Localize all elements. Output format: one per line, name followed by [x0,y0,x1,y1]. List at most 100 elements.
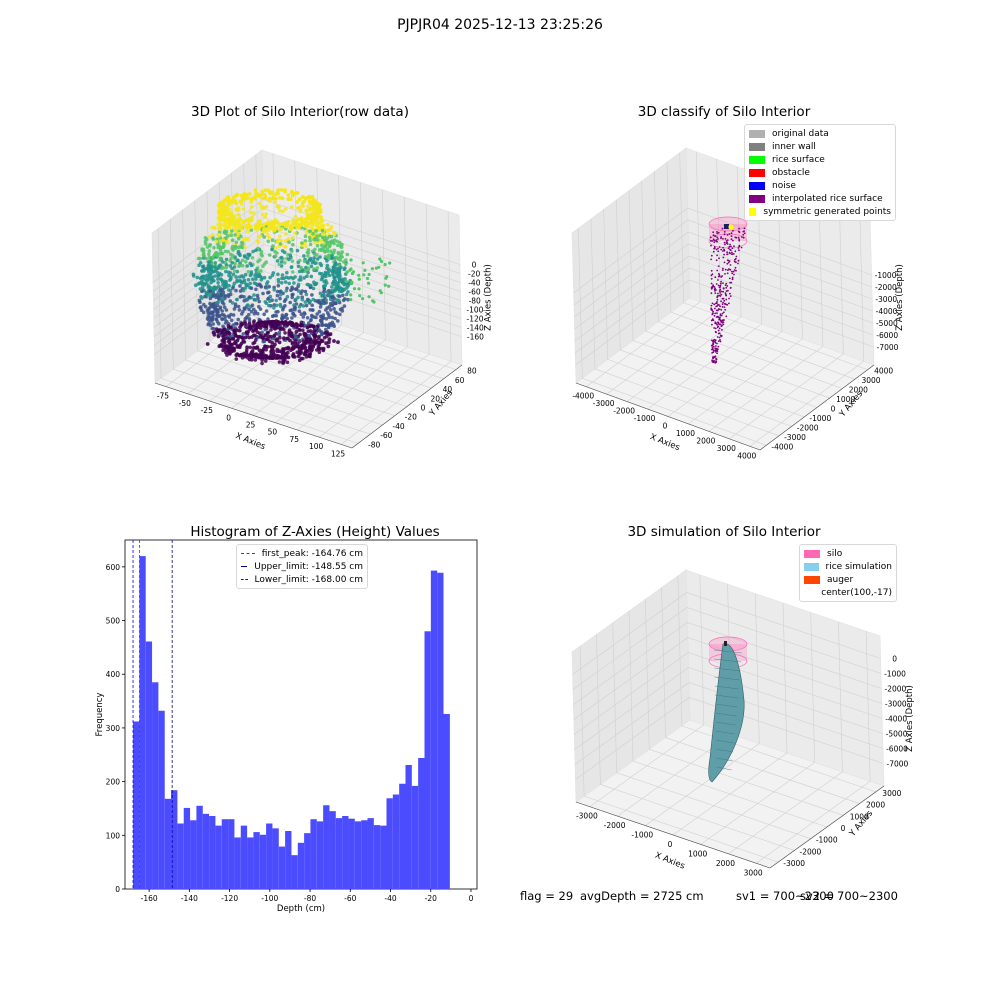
scatter-point [208,289,213,294]
y-tick-label: 300 [106,724,121,733]
interp-point [733,245,735,248]
scatter-point [284,312,289,317]
x-tick-label: 50 [268,428,278,437]
interp-point [715,248,718,251]
scatter-point [224,308,229,312]
scatter-point [267,253,272,257]
scatter-point [224,269,228,274]
y-gridline-wall [590,218,596,369]
interp-point [720,236,722,238]
scatter-point [332,276,337,280]
histogram-bar [411,785,419,889]
scatter-point [200,296,204,300]
outlier-point [358,294,362,298]
scatter-point [276,272,280,277]
scatter-point [324,279,328,283]
scatter-point [308,238,312,243]
scatter-point [239,294,244,299]
z-gridline [573,622,882,705]
scatter-point [215,310,220,314]
bottom-point [291,345,296,349]
bottom-point [251,329,255,333]
interp-point [711,346,714,349]
scatter-point [342,260,346,264]
bottom-point [235,338,240,343]
z-tick-label: -80 [469,297,481,306]
interp-point [713,239,715,242]
bottom-point [245,331,250,336]
bottom-point [228,345,232,350]
legend-line-swatch [241,553,255,554]
interp-point [717,273,720,275]
interp-point [716,301,718,303]
interp-point [731,247,734,250]
ring-point [218,206,222,210]
scatter-point [201,265,206,270]
interp-point [717,265,720,267]
scatter-point [233,233,237,237]
auger-marker [724,224,729,229]
scatter-point [227,288,231,292]
bottom-point [293,341,298,346]
interp-point [724,273,726,275]
outlier-point [371,299,375,303]
bottom-point [234,328,239,333]
legend-item: Lower_limit: -168.00 cm [241,573,363,586]
y-gridline-wall [666,162,672,313]
interp-point [712,319,715,322]
legend-label: Upper_limit: -148.55 cm [254,561,363,572]
y-tick-label: -1000 [809,414,831,423]
bottom-point [294,322,299,326]
scatter-point [241,224,246,229]
scatter-point [234,208,239,212]
y-axis-line [769,785,885,869]
interp-point [723,299,726,302]
scatter-point [334,271,339,276]
legend-swatch [804,575,820,584]
y-tick-label: 3000 [861,376,880,385]
interp-point [724,302,726,305]
interp-point [717,284,720,287]
bottom-point [212,332,217,337]
bottom-point [264,337,269,341]
interp-point [731,270,733,273]
bottom-point [223,332,228,337]
scatter-point [223,321,228,325]
scatter-point [241,207,246,211]
scatter-point [309,264,314,269]
interp-point [738,249,740,252]
scatter-point [221,260,225,264]
interp-point [710,292,713,295]
ring-point [316,207,321,211]
bottom-point [247,321,252,326]
scatter-point [268,275,272,280]
interp-point [720,293,723,296]
x-tick-label: -75 [157,392,169,401]
scatter-point [257,299,262,304]
interp-point [718,246,721,248]
scatter-point [249,263,254,268]
histogram-bar [424,631,431,889]
mesh-line [714,685,739,690]
histogram-bar [437,572,444,889]
ring-point [279,188,284,192]
interp-point [712,234,715,237]
scatter-point [222,293,226,298]
histogram-bar [145,641,153,889]
scatter-point [312,237,316,242]
x-gridline-wall [360,182,364,333]
legend-swatch [804,589,814,597]
interp-point [712,231,715,234]
scatter-point [210,326,214,331]
scatter-point [241,339,245,344]
legend-item: first_peak: -164.76 cm [241,547,363,560]
x-tick-label: -2000 [613,407,635,416]
z-axis-label: Z Axies (Depth) [905,685,915,752]
scatter-point [219,292,223,297]
scatter-point [223,249,228,254]
scatter-point [279,260,284,264]
ring-point [310,195,315,199]
outlier-point [348,268,352,272]
scatter-point [314,315,318,320]
legend-line-swatch [241,579,248,580]
